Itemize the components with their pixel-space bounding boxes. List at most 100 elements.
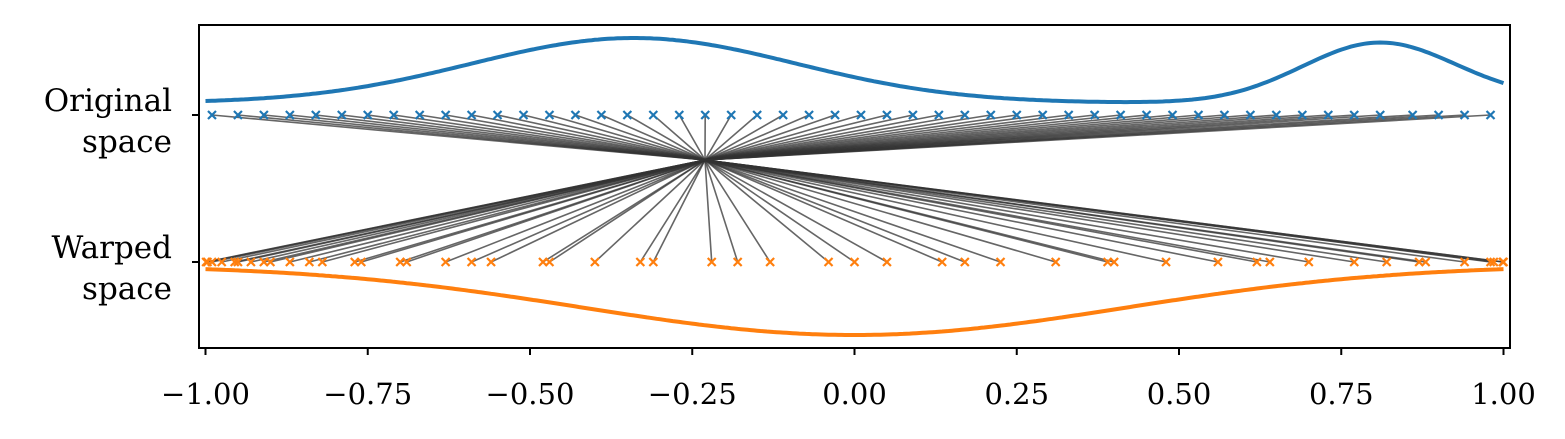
y-axis: Original space Warped space: [44, 83, 199, 307]
warped-point: [1498, 257, 1508, 267]
original-point: [207, 110, 217, 120]
original-point: [1245, 110, 1256, 120]
warped-point: [937, 257, 947, 267]
warped-point: [317, 257, 328, 267]
warped-point: [706, 257, 717, 267]
original-point: [752, 110, 762, 120]
warped-point: [466, 257, 477, 267]
warped-point: [395, 257, 405, 267]
y-tick-label-line2: space: [82, 271, 172, 307]
warped-point: [259, 257, 269, 267]
point-markers: [201, 110, 1509, 267]
warped-point: [882, 257, 892, 267]
original-density-curve: [205, 36, 1505, 105]
original-point: [1407, 110, 1418, 120]
original-point: [778, 110, 788, 120]
original-point: [1193, 110, 1204, 120]
warped-point: [246, 257, 256, 267]
warped-point: [1485, 257, 1496, 267]
original-point: [804, 110, 814, 120]
original-point: [1459, 110, 1470, 120]
original-point: [960, 110, 970, 120]
warped-point: [201, 257, 211, 267]
warped-point: [1161, 257, 1171, 267]
warped-point: [216, 257, 227, 267]
warped-point: [304, 257, 315, 267]
y-tick-label-line1: Warped: [51, 230, 172, 266]
original-point: [1297, 110, 1308, 120]
x-tick-label: 0.75: [1309, 377, 1374, 411]
original-point: [1485, 110, 1496, 120]
original-point: [648, 110, 659, 120]
original-point: [466, 110, 477, 120]
original-point: [596, 110, 607, 120]
warped-point: [1265, 257, 1275, 267]
original-point: [570, 110, 581, 120]
warped-point: [486, 257, 496, 267]
original-point: [700, 110, 711, 120]
warped-point: [349, 257, 360, 267]
original-point: [830, 110, 840, 120]
warped-point: [590, 257, 600, 267]
warped-point: [960, 257, 970, 267]
warped-point: [229, 257, 240, 267]
original-point: [1433, 110, 1444, 120]
warped-point: [1213, 257, 1223, 267]
original-point: [934, 110, 944, 120]
warped-point: [849, 257, 860, 267]
x-tick-label: −1.00: [161, 377, 250, 411]
original-point: [337, 110, 347, 120]
warped-point: [635, 257, 646, 267]
x-tick-label: 0.25: [984, 377, 1049, 411]
original-point: [1323, 110, 1334, 120]
warped-point: [538, 257, 548, 267]
warped-point: [823, 257, 834, 267]
warped-point: [995, 257, 1006, 267]
original-point: [674, 110, 685, 120]
original-point: [311, 110, 321, 120]
warped-point: [1381, 257, 1392, 267]
connector-line: [205, 114, 1491, 263]
original-point: [233, 110, 243, 120]
warped-point: [1304, 257, 1314, 267]
warped-point: [440, 257, 451, 267]
x-tick-label: 0.00: [822, 377, 887, 411]
warped-point: [1459, 257, 1470, 267]
original-point: [362, 110, 373, 120]
warped-point: [1414, 257, 1424, 267]
warped-density-curve: [205, 267, 1504, 337]
warped-point: [765, 257, 775, 267]
original-point: [259, 110, 269, 120]
warped-point: [1252, 257, 1262, 267]
original-point: [726, 110, 736, 120]
original-point: [440, 110, 451, 120]
original-point: [1349, 110, 1360, 120]
original-point: [1063, 110, 1074, 120]
x-tick-label: −0.50: [486, 377, 575, 411]
original-point: [1011, 110, 1022, 120]
original-point: [388, 110, 399, 120]
x-tick-label: −0.25: [648, 377, 737, 411]
original-point: [882, 110, 892, 120]
warped-point: [732, 257, 743, 267]
x-tick-label: 1.00: [1471, 377, 1536, 411]
x-tick-label: −0.75: [323, 377, 412, 411]
original-point: [492, 110, 503, 120]
warped-point: [1488, 257, 1499, 267]
original-point: [908, 110, 918, 120]
original-point: [1271, 110, 1282, 120]
original-point: [1219, 110, 1230, 120]
original-point: [414, 110, 425, 120]
original-point: [1141, 110, 1152, 120]
original-point: [518, 110, 529, 120]
x-tick-label: 0.50: [1147, 377, 1212, 411]
warped-point: [1050, 257, 1061, 267]
warped-point: [1102, 257, 1113, 267]
warped-point: [648, 257, 659, 267]
connector-lines: [205, 114, 1504, 263]
original-point: [1089, 110, 1100, 120]
x-axis: −1.00 −0.75 −0.50 −0.25 0.00 0.25 0.50 0.75 1.00: [161, 348, 1536, 411]
original-point: [1115, 110, 1126, 120]
original-point: [285, 110, 295, 120]
